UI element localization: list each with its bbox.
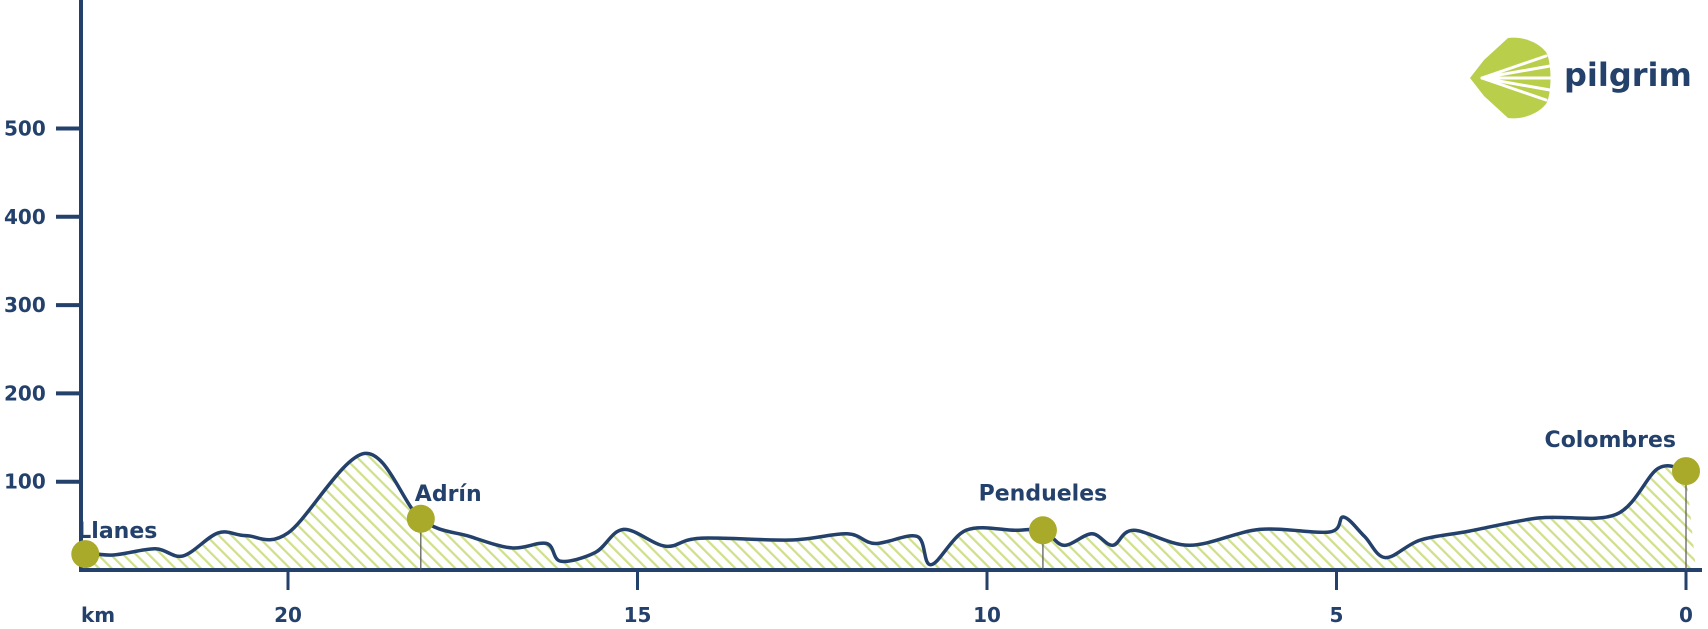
logo-text: pilgrim [1564,56,1692,94]
plot-area [83,451,1696,570]
axes: 100 200 300 400 500 20 15 10 5 0 km [4,0,1702,627]
waypoint-label: Llanes [77,519,157,544]
x-tick-label: 10 [973,603,1001,627]
waypoints: Llanes Adrín Pendueles Colombres [71,428,1700,570]
waypoint-colombres: Colombres [1545,428,1700,570]
waypoint-marker [1672,457,1700,486]
waypoint-label: Adrín [415,482,482,507]
x-axis-unit-label: km [81,603,115,627]
waypoint-marker [71,540,100,569]
waypoint-pendueles: Pendueles [979,481,1108,570]
x-tick-label: 0 [1679,603,1693,627]
elevation-area-fill [85,453,1696,570]
waypoint-adrn: Adrín [406,482,482,570]
y-tick-label: 300 [4,293,46,317]
y-tick-label: 400 [4,205,46,229]
waypoint-label: Pendueles [979,481,1108,506]
elevation-profile-line [83,451,1688,567]
x-tick-label: 20 [274,603,302,627]
y-axis-ticks: 100 200 300 400 500 [4,117,81,494]
x-tick-label: 15 [624,603,652,627]
y-tick-label: 500 [4,117,46,141]
y-tick-label: 200 [4,381,46,405]
waypoint-llanes: Llanes [71,519,157,569]
waypoint-marker [406,504,435,533]
waypoint-marker [1028,516,1057,545]
x-axis-ticks: 20 15 10 5 0 [274,570,1693,627]
waypoint-label: Colombres [1545,428,1676,453]
x-tick-label: 5 [1330,603,1344,627]
scallop-shell-icon [1470,37,1554,119]
pilgrim-logo: pilgrim [1470,37,1692,119]
y-tick-label: 100 [4,470,46,494]
